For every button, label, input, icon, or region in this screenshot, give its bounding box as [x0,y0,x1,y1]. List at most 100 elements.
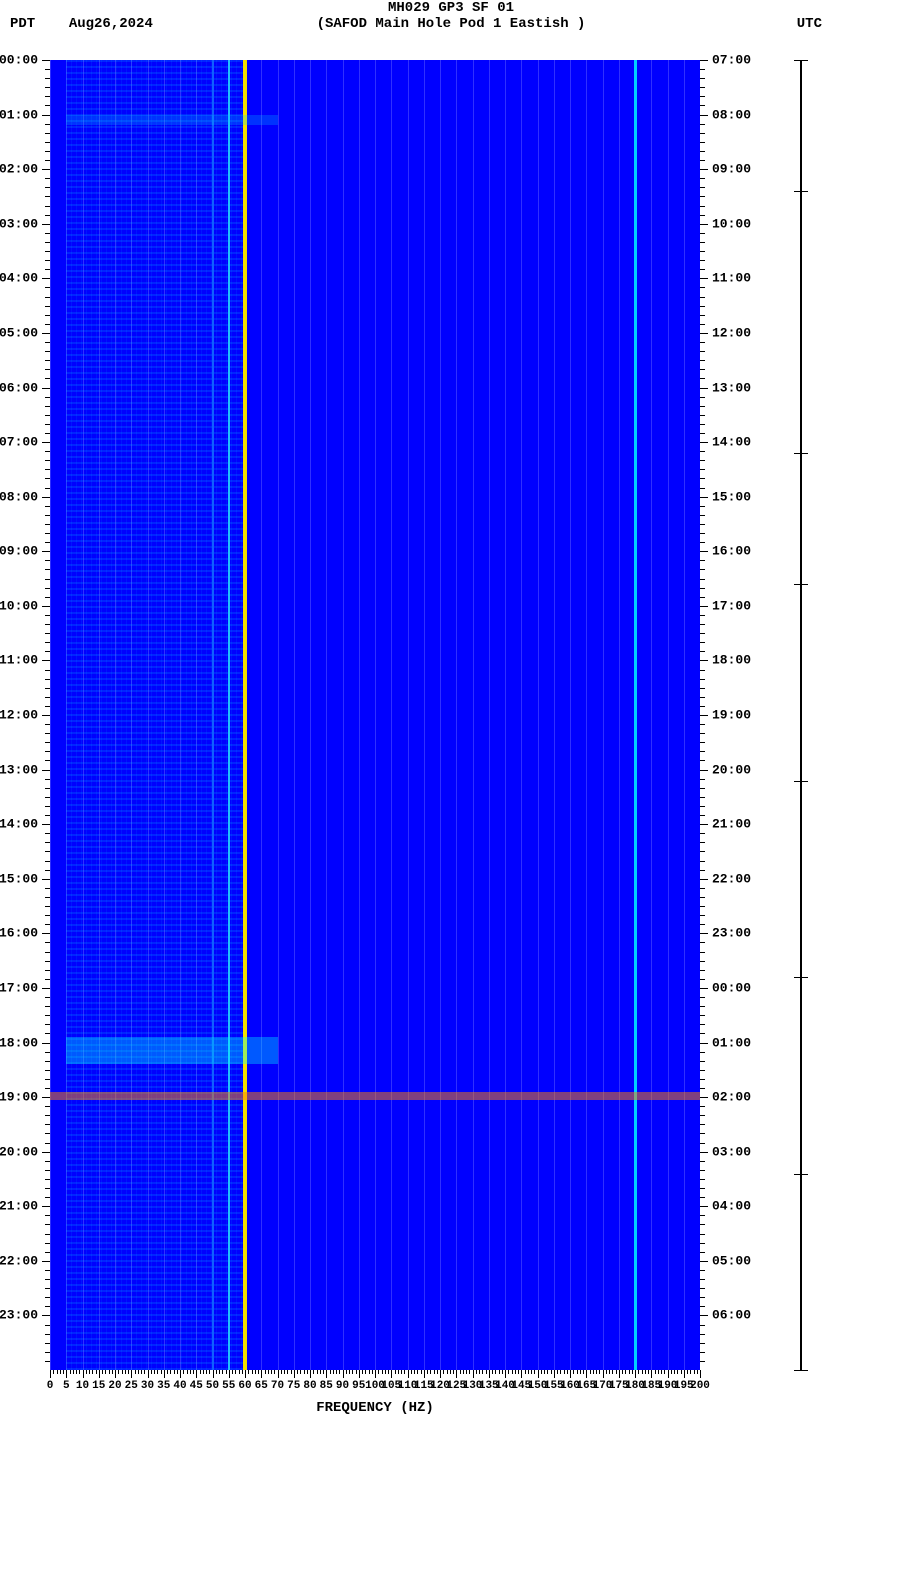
left-time-label: 10:00 [0,598,38,613]
xtick-minor [265,1370,266,1374]
ytick-minor [700,1215,705,1216]
ytick-minor [45,1015,50,1016]
ytick-minor [45,160,50,161]
ytick-minor [45,1297,50,1298]
xtick-minor [482,1370,483,1374]
ytick-minor [45,924,50,925]
ytick-minor [700,478,705,479]
ytick-minor [45,506,50,507]
xtick-minor [573,1370,574,1374]
grid-line [505,60,506,1370]
xtick-minor [76,1370,77,1374]
ytick-minor [700,287,705,288]
ytick-minor [45,260,50,261]
grid-line [619,60,620,1370]
xtick-minor [167,1370,168,1374]
xtick-minor [616,1370,617,1374]
xtick-minor [339,1370,340,1374]
ytick-minor [700,451,705,452]
ytick-minor [700,124,705,125]
xtick-minor [411,1370,412,1374]
xtick-minor [330,1370,331,1374]
ytick-minor [45,397,50,398]
ytick [42,497,50,498]
xtick-minor [655,1370,656,1374]
grid-line [391,60,392,1370]
ytick-minor [45,806,50,807]
xtick [424,1370,425,1378]
ytick-minor [700,87,705,88]
ytick [42,879,50,880]
right-time-label: 15:00 [712,489,751,504]
right-time-label: 09:00 [712,162,751,177]
xtick [131,1370,132,1378]
ytick-minor [700,897,705,898]
xtick [180,1370,181,1378]
left-header: PDT Aug26,2024 [10,16,153,32]
ytick-minor [700,69,705,70]
xtick-minor [648,1370,649,1374]
ytick-minor [45,433,50,434]
far-right-axis [800,60,802,1370]
ytick-minor [45,378,50,379]
ytick-minor [700,1224,705,1225]
grid-line [668,60,669,1370]
ytick [42,115,50,116]
grid-line [586,60,587,1370]
ytick-minor [700,642,705,643]
ytick [42,933,50,934]
xtick-minor [437,1370,438,1374]
ytick-minor [700,979,705,980]
xtick-minor [151,1370,152,1374]
ytick-minor [700,360,705,361]
ytick [42,278,50,279]
ytick-minor [45,1033,50,1034]
ytick-minor [700,1161,705,1162]
ytick [42,1152,50,1153]
far-right-tick [794,1174,808,1175]
ytick-minor [700,1170,705,1171]
ytick-minor [45,833,50,834]
xtick-minor [450,1370,451,1374]
ytick [42,60,50,61]
xtick-minor [642,1370,643,1374]
ytick-minor [700,742,705,743]
xtick-minor [590,1370,591,1374]
ytick [42,1097,50,1098]
xtick [310,1370,311,1378]
ytick-minor [45,78,50,79]
xtick-minor [677,1370,678,1374]
ytick-minor [45,797,50,798]
xtick-minor [564,1370,565,1374]
ytick-minor [45,569,50,570]
ytick-minor [45,861,50,862]
ytick-minor [45,1115,50,1116]
ytick-minor [45,1325,50,1326]
xtick-minor [232,1370,233,1374]
frequency-tick-label: 30 [141,1380,154,1392]
ytick [700,879,708,880]
frequency-tick-label: 50 [206,1380,219,1392]
xtick [391,1370,392,1378]
xtick-minor [105,1370,106,1374]
ytick-minor [45,1288,50,1289]
ytick-minor [45,1306,50,1307]
right-time-label: 21:00 [712,817,751,832]
xtick-minor [606,1370,607,1374]
ytick-minor [700,1179,705,1180]
xtick-minor [284,1370,285,1374]
left-time-label: 22:00 [0,1253,38,1268]
xtick-minor [112,1370,113,1374]
ytick-minor [45,269,50,270]
xtick-minor [122,1370,123,1374]
xtick-minor [317,1370,318,1374]
xtick-minor [63,1370,64,1374]
right-time-label: 23:00 [712,926,751,941]
ytick-minor [700,506,705,507]
ytick [700,660,708,661]
ytick-minor [45,724,50,725]
xtick-minor [599,1370,600,1374]
ytick [42,824,50,825]
right-time-label: 11:00 [712,271,751,286]
far-right-tick [794,60,808,61]
